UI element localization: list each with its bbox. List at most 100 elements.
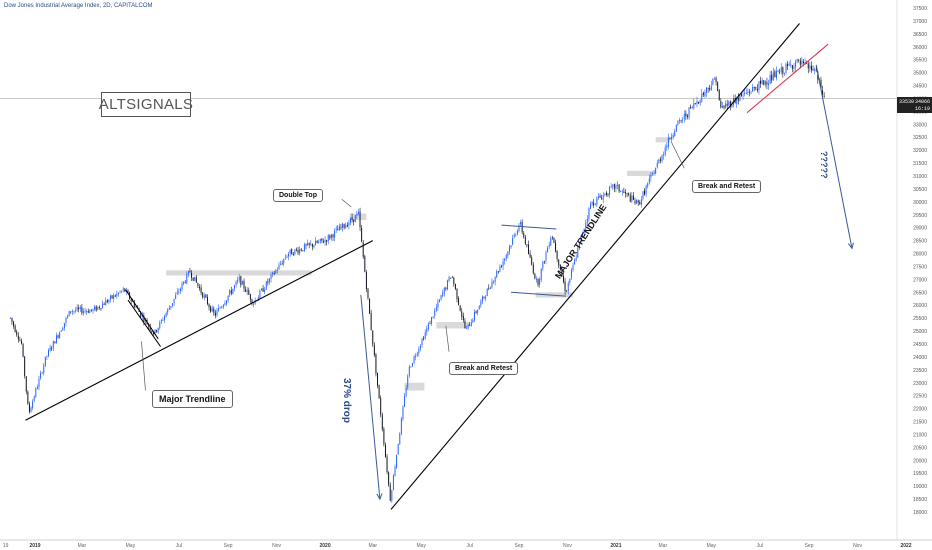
candle-body [725,103,727,108]
y-tick-label: 21500 [913,420,927,426]
candle-body [151,330,153,332]
candle-body [292,253,294,255]
candle-body [82,311,84,313]
candle-body [731,104,733,107]
candle-body [275,270,277,274]
candle-body [361,227,363,242]
candle-body [553,238,555,243]
candle-body [307,243,309,246]
candle-body [443,287,445,294]
forecast-arrow-head [847,242,854,250]
candle-body [621,190,623,192]
candle-body [508,246,510,252]
candle-body [629,195,631,202]
candle-body [41,372,43,374]
candle-body [659,159,661,161]
candle-body [92,309,94,311]
candle-body [211,308,213,312]
candle-body [591,201,593,205]
candle-body [230,290,232,294]
candle-body [396,454,398,468]
candle-body [456,288,458,300]
candle-body [33,396,35,401]
candle-body [68,310,70,317]
candle-body [575,257,577,261]
candle-body [340,227,342,228]
candle-body [435,307,437,311]
candle-body [199,286,201,289]
candle-body [97,306,99,310]
candle-body [535,278,537,280]
candle-body [504,258,506,261]
candle-body [187,271,189,275]
candle-body [713,78,715,80]
candle-body [32,401,34,409]
candle-body [628,193,630,195]
candle-body [14,325,16,332]
candlestick-series [9,56,825,503]
candle-body [499,266,501,272]
candle-body [113,295,115,299]
candle-body [278,264,280,270]
candle-body [140,311,142,317]
x-tick-label: May [126,543,136,549]
candle-body [466,327,468,329]
candle-body [682,119,684,121]
x-tick-label: Nov [853,543,862,549]
candle-body [63,322,65,329]
candle-body [281,263,283,265]
candle-body [597,196,599,198]
candle-body [685,113,687,117]
candle-body [380,398,382,416]
support-resistance-zones [166,137,670,391]
candle-body [737,97,739,101]
chart-title: Dow Jones Industrial Average Index, 2D, … [4,3,153,9]
candle-body [423,338,425,340]
candle-body [505,255,507,259]
candle-body [799,60,801,65]
candle-body [639,202,641,205]
candle-body [588,207,590,220]
y-tick-label: 34500 [913,84,927,90]
candle-body [750,92,752,94]
candle-body [52,341,54,349]
candle-body [259,290,261,298]
candle-body [647,183,649,187]
candle-body [690,106,692,108]
candle-body [391,490,393,501]
candle-body [221,306,223,309]
candle-body [332,234,334,238]
candle-body [84,310,86,312]
candle-body [253,303,255,305]
candle-body [540,268,542,280]
candle-body [337,229,339,231]
drop-arrow-head [376,493,383,501]
candle-body [75,310,77,312]
candle-body [477,309,479,313]
candle-body [238,276,240,281]
candle-body [46,355,48,357]
candle-body [81,307,83,314]
candle-body [650,174,652,178]
candle-body [71,311,73,312]
candle-body [276,269,278,271]
callout-pointer [141,341,146,391]
y-tick-label: 27500 [913,264,927,270]
candle-body [291,248,293,255]
callout-pointer [341,198,352,208]
candle-body [475,311,477,313]
candle-body [434,310,436,316]
y-tick-label: 28000 [913,252,927,258]
y-tick-label: 21000 [913,432,927,438]
candle-body [173,298,175,304]
candle-body [313,245,315,248]
candle-body [419,345,421,349]
candle-body [453,277,455,285]
drop-arrow [360,294,381,500]
candle-body [489,287,491,289]
candle-body [35,388,37,397]
candle-body [467,324,469,328]
candle-body [512,237,514,245]
candle-body [415,355,417,358]
price-zone [166,270,312,276]
